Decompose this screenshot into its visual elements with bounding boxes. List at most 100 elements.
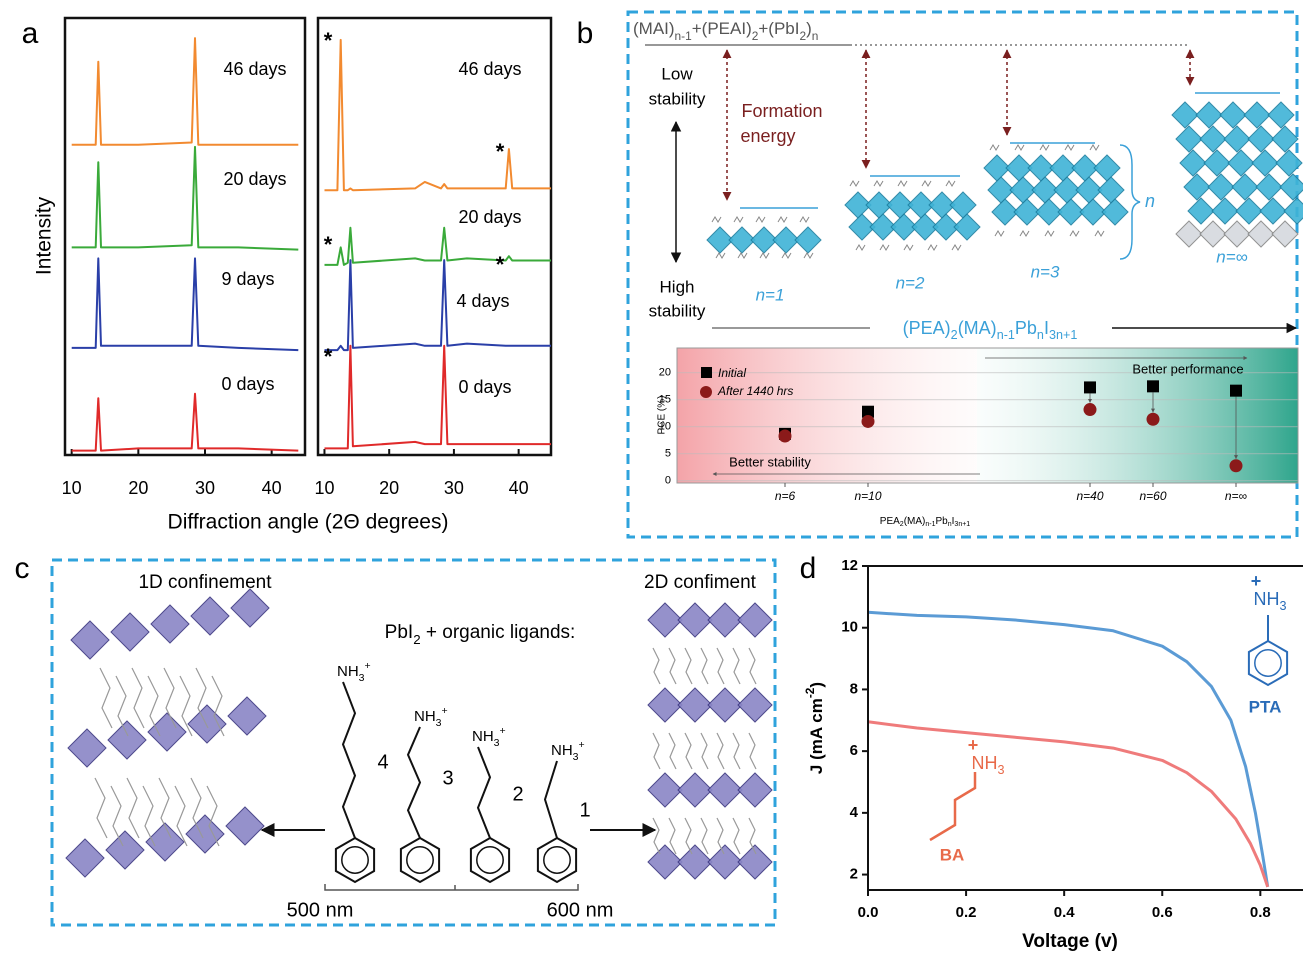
structure-title: 2D confiment xyxy=(644,572,757,593)
y-axis-label: PCE (%) xyxy=(657,396,668,435)
x-tick-label: n=∞ xyxy=(1225,489,1248,503)
text-part: 3 xyxy=(436,717,442,729)
x-axis-label: Voltage (v) xyxy=(1022,931,1118,952)
series-label: 4 days xyxy=(456,291,509,311)
text-part: n-1 xyxy=(997,328,1015,342)
trend-label: Better stability xyxy=(729,454,811,469)
panel-label: d xyxy=(800,552,817,585)
text-part: NH xyxy=(414,708,436,725)
text-part: ) xyxy=(807,682,826,688)
series-label: 46 days xyxy=(458,59,521,79)
text-part: + xyxy=(442,705,448,717)
text-part: + xyxy=(365,660,371,672)
text-part: +(PbI xyxy=(758,19,799,38)
text-part: NH xyxy=(971,753,997,773)
y-axis-label: Intensity xyxy=(33,196,56,275)
scale-label: 600 nm xyxy=(547,899,614,921)
x-tick-label: n=60 xyxy=(1139,489,1166,503)
energy-label: Formation xyxy=(741,101,822,121)
energy-label: energy xyxy=(740,126,795,146)
text-part: 2 xyxy=(413,632,420,647)
pce-point xyxy=(862,415,875,428)
text-part: n-1 xyxy=(925,521,935,528)
text-part: 3 xyxy=(997,763,1004,777)
text-part: 3 xyxy=(494,737,500,749)
stability-label: stability xyxy=(649,89,706,108)
text-part: 3n+1 xyxy=(954,521,970,528)
peak-marker: * xyxy=(324,28,333,53)
text-part: (PEA) xyxy=(903,318,951,338)
x-tick-label: 40 xyxy=(262,478,282,498)
y-tick-label: 2 xyxy=(850,866,858,883)
stability-label: Low xyxy=(661,64,693,83)
x-axis-label: Diffraction angle (2Θ degrees) xyxy=(168,511,449,534)
x-tick-label: n=6 xyxy=(775,489,796,503)
text-part: J (mA cm xyxy=(807,698,826,774)
text-part: (MA) xyxy=(958,318,997,338)
panel-label: a xyxy=(22,17,39,50)
pce-point xyxy=(1147,413,1160,426)
text-part: 3 xyxy=(573,751,579,763)
x-tick-label: 0.2 xyxy=(956,904,977,921)
peak-marker: * xyxy=(324,344,333,369)
x-tick-label: 0.6 xyxy=(1152,904,1173,921)
peak-marker: * xyxy=(496,252,505,277)
text-part: n xyxy=(812,29,819,43)
peak-marker: * xyxy=(496,139,505,164)
phase-label: n=2 xyxy=(896,273,925,292)
trend-label: Better performance xyxy=(1132,361,1243,376)
text-part: 3 xyxy=(359,672,365,684)
text-part: PbI xyxy=(385,622,414,643)
x-tick-label: 30 xyxy=(444,478,464,498)
phase-label: n=∞ xyxy=(1216,247,1248,266)
stability-label: stability xyxy=(649,301,706,320)
y-tick-label: 20 xyxy=(659,367,671,379)
y-tick-label: 5 xyxy=(665,448,671,460)
x-tick-label: 0.8 xyxy=(1250,904,1271,921)
structure-title: 1D confinement xyxy=(138,572,272,593)
x-tick-label: 0.0 xyxy=(858,904,879,921)
text-part: n xyxy=(1037,328,1044,342)
text-part: 3n+1 xyxy=(1049,328,1077,342)
peak-marker: * xyxy=(324,232,333,257)
chain-length: 3 xyxy=(442,767,453,789)
text-part: +(PEAI) xyxy=(692,19,752,38)
text-part: NH xyxy=(337,663,359,680)
phase-label: n=1 xyxy=(756,285,785,304)
x-tick-label: 20 xyxy=(379,478,399,498)
series-label: 46 days xyxy=(223,59,286,79)
molecule-name: BA xyxy=(940,845,965,864)
text-part: -2 xyxy=(803,687,817,698)
y-tick-label: 6 xyxy=(850,742,858,759)
pce-point xyxy=(779,430,792,443)
text-part: + organic ligands: xyxy=(421,622,576,643)
stability-label: High xyxy=(660,277,695,296)
x-tick-label: n=10 xyxy=(854,489,881,503)
y-tick-label: 10 xyxy=(841,619,858,636)
legend-marker xyxy=(700,386,712,398)
pce-point xyxy=(1147,380,1159,392)
text-part: NH xyxy=(472,728,494,745)
phase-label: n=3 xyxy=(1031,262,1060,281)
layer-count: n xyxy=(1145,191,1155,211)
series-label: 9 days xyxy=(221,269,274,289)
panel-label: b xyxy=(577,17,594,50)
series-label: 20 days xyxy=(223,169,286,189)
x-tick-label: 40 xyxy=(509,478,529,498)
text-part: NH xyxy=(551,742,573,759)
pce-point xyxy=(1230,385,1242,397)
x-tick-label: 10 xyxy=(314,478,334,498)
chain-length: 2 xyxy=(512,783,523,805)
pce-point xyxy=(1084,381,1096,393)
chain-length: 1 xyxy=(579,799,590,821)
y-tick-label: 4 xyxy=(850,804,859,821)
text-part: PEA xyxy=(880,516,900,527)
charge-label: + xyxy=(1251,571,1262,591)
x-tick-label: 30 xyxy=(195,478,215,498)
text-part: n-1 xyxy=(675,29,693,43)
molecule-name: PTA xyxy=(1249,697,1282,716)
series-label: 0 days xyxy=(458,377,511,397)
text-part: Pb xyxy=(1015,318,1037,338)
pce-point xyxy=(1084,403,1097,416)
text-part: + xyxy=(579,739,585,751)
